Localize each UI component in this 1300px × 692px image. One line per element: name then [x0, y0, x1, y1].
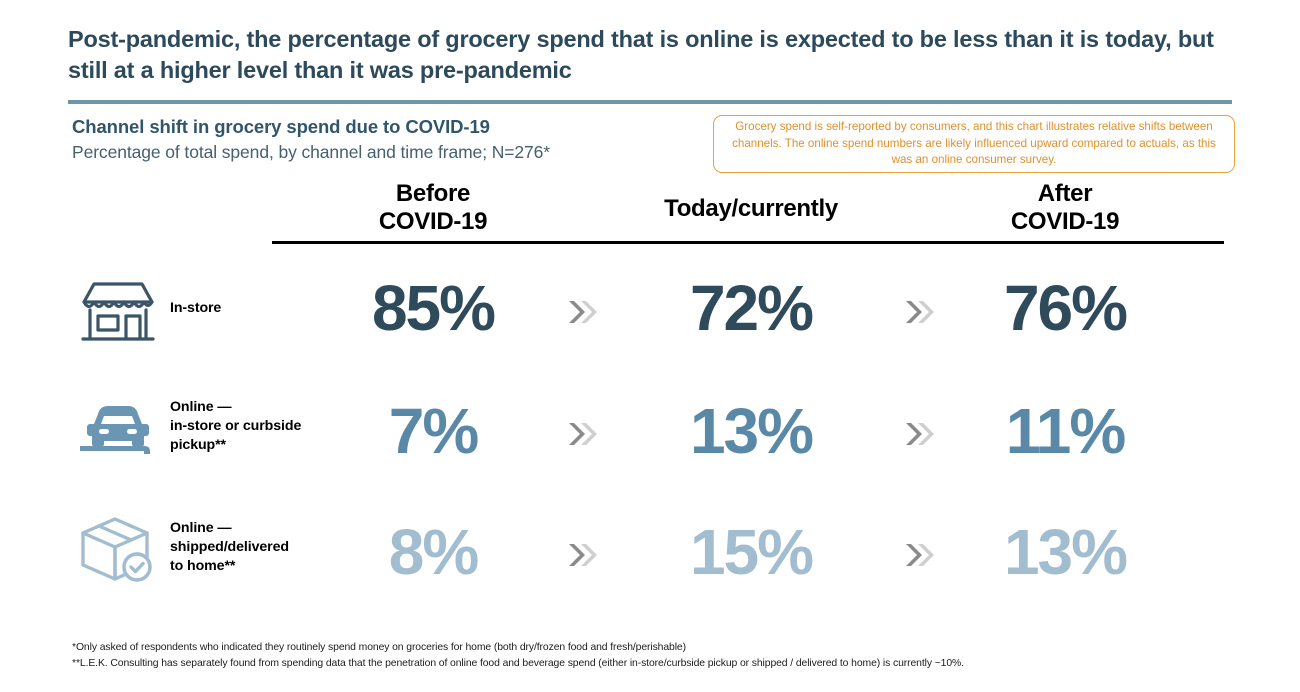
row-label-line3: to home** — [170, 557, 236, 574]
value-shipped-before: 8% — [388, 516, 480, 588]
column-header-divider — [272, 241, 1224, 244]
table-row: Online — shipped/delivered to home** 8% … — [0, 503, 1300, 613]
methodology-callout-text: Grocery spend is self-reported by consum… — [732, 120, 1216, 167]
table-row: Online — in-store or curbside pickup** 7… — [0, 382, 1300, 490]
value-curbside-after: 11% — [1005, 395, 1127, 467]
row-label-in-store: In-store — [170, 300, 222, 316]
column-header-after-line1: After — [1037, 180, 1093, 207]
chart-heading: Channel shift in grocery spend due to CO… — [72, 116, 490, 137]
row-label-curbside-pickup: Online — in-store or curbside pickup** — [170, 398, 350, 455]
value-shipped-after: 13% — [1003, 516, 1128, 588]
column-header-after: After COVID-19 — [958, 180, 1172, 236]
footnotes: *Only asked of respondents who indicated… — [72, 640, 1252, 672]
row-label-line2: in-store or curbside — [170, 417, 302, 434]
arrow-icon — [563, 295, 603, 329]
value-shipped-today: 15% — [689, 516, 814, 588]
column-header-before-line1: Before — [395, 180, 471, 207]
row-label-line2: shipped/delivered — [170, 538, 289, 555]
row-label-shipped-delivered: Online — shipped/delivered to home** — [170, 519, 350, 576]
page-title: Post-pandemic, the percentage of grocery… — [68, 26, 1214, 84]
column-header-today-line1: Today/currently — [664, 195, 838, 222]
row-label-line1: Online — — [170, 520, 232, 536]
row-label-line1: Online — — [170, 399, 232, 415]
value-in-store-after: 76% — [1003, 272, 1128, 344]
value-curbside-today: 13% — [689, 395, 814, 467]
arrow-icon — [563, 538, 603, 572]
row-label-line3: pickup** — [170, 436, 226, 453]
column-header-after-line2: COVID-19 — [1010, 208, 1120, 236]
footnote-2: **L.E.K. Consulting has separately found… — [72, 658, 964, 670]
car-curbside-pickup-icon — [72, 390, 164, 470]
arrow-icon — [900, 295, 940, 329]
arrow-icon — [563, 417, 603, 451]
chart-subheading: Percentage of total spend, by channel an… — [72, 142, 550, 162]
package-delivery-icon — [72, 509, 164, 589]
footnote-1: *Only asked of respondents who indicated… — [72, 642, 686, 653]
methodology-callout: Grocery spend is self-reported by consum… — [713, 115, 1235, 173]
title-divider — [68, 100, 1232, 104]
column-header-before-line2: COVID-19 — [378, 208, 488, 236]
column-header-before: Before COVID-19 — [330, 180, 536, 236]
storefront-icon — [72, 270, 164, 350]
arrow-icon — [900, 417, 940, 451]
arrow-icon — [900, 538, 940, 572]
column-header-today: Today/currently — [620, 195, 882, 223]
value-in-store-today: 72% — [689, 272, 814, 344]
table-row: In-store 85% 72% 76% — [0, 258, 1300, 368]
value-curbside-before: 7% — [388, 395, 480, 467]
value-in-store-before: 85% — [371, 272, 496, 344]
